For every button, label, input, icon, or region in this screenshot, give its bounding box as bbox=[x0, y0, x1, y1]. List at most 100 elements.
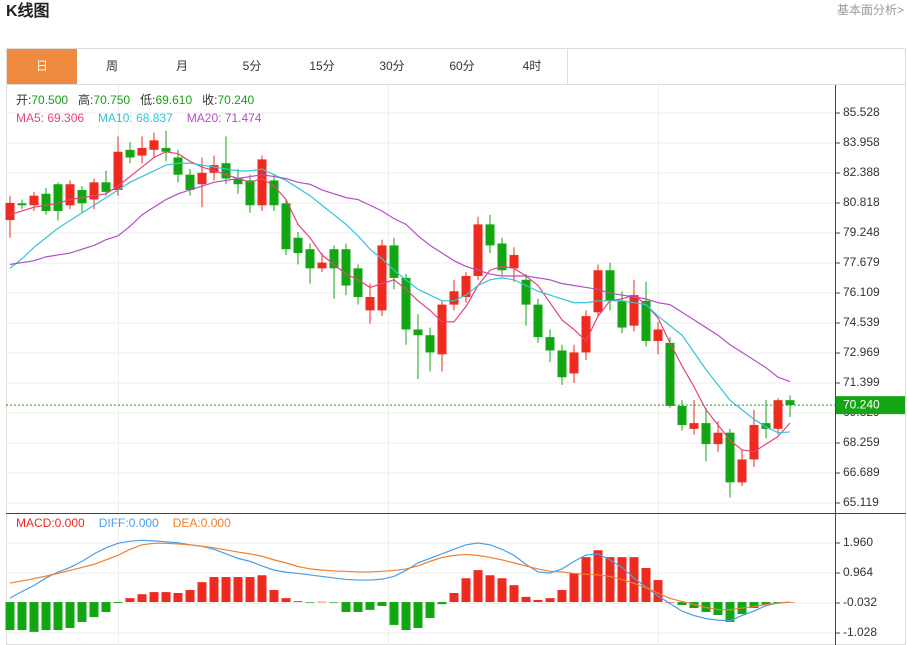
y-tick-label: 82.388 bbox=[843, 165, 880, 179]
macd-bar bbox=[533, 599, 543, 603]
candle-body bbox=[377, 245, 387, 311]
tab[interactable]: 月 bbox=[176, 59, 188, 73]
candle-body bbox=[413, 329, 423, 336]
candle-body bbox=[149, 140, 159, 150]
candle-body bbox=[101, 182, 111, 192]
candle-body bbox=[485, 224, 495, 246]
tab-bg bbox=[497, 49, 567, 84]
tab[interactable]: 周 bbox=[106, 59, 118, 73]
candle-body bbox=[665, 342, 675, 406]
candle-body bbox=[137, 147, 147, 156]
last-price-tag bbox=[836, 396, 905, 415]
analysis-link[interactable]: 基本面分析> bbox=[837, 3, 904, 17]
candle-body bbox=[557, 350, 567, 378]
candle-body bbox=[437, 304, 447, 355]
macd-bar bbox=[5, 602, 15, 631]
candle-body bbox=[77, 189, 87, 204]
candle-body bbox=[17, 203, 27, 206]
macd-bar bbox=[497, 578, 507, 603]
macd-bar bbox=[173, 593, 183, 603]
tab[interactable]: 15分 bbox=[309, 59, 334, 73]
candle-body bbox=[593, 270, 603, 313]
candle-body bbox=[161, 147, 171, 152]
macd-bar bbox=[41, 602, 51, 631]
info-label: 高: bbox=[78, 92, 93, 107]
candle-body bbox=[605, 270, 615, 301]
macd-bar bbox=[665, 602, 675, 603]
last-price-label: 70.240 bbox=[843, 397, 880, 411]
candle-body bbox=[497, 243, 507, 271]
macd-bar bbox=[305, 602, 315, 603]
macd-bar bbox=[245, 577, 255, 603]
candle-body bbox=[281, 203, 291, 250]
candle-body bbox=[65, 184, 75, 206]
candle-body bbox=[653, 329, 663, 341]
y-tick-label: 65.119 bbox=[843, 495, 879, 509]
candle-body bbox=[245, 180, 255, 206]
macd-bar bbox=[197, 582, 207, 603]
tab[interactable]: 60分 bbox=[449, 59, 474, 73]
tabs: 日 周 月 5分 15分 30分 60分 4时 bbox=[7, 49, 568, 84]
y-tick-label: -0.032 bbox=[843, 595, 877, 609]
macd-bar bbox=[77, 602, 87, 622]
macd-bar bbox=[761, 602, 771, 606]
tab[interactable]: 日 bbox=[36, 59, 48, 73]
indicator-line bbox=[9, 162, 791, 434]
tab-bg bbox=[287, 49, 357, 84]
y-tick-label: 1.960 bbox=[843, 535, 873, 549]
macd-bar bbox=[377, 602, 387, 606]
macd-bar bbox=[593, 550, 603, 603]
macd-bar bbox=[677, 602, 687, 606]
macd-bar bbox=[389, 602, 399, 625]
indicator-line bbox=[9, 542, 791, 611]
candle-body bbox=[425, 335, 435, 353]
macd-bar bbox=[641, 568, 651, 603]
legend-entry: DIFF:0.000 bbox=[99, 516, 159, 530]
macd-bar bbox=[89, 602, 99, 618]
macd-bar bbox=[581, 557, 591, 603]
macd-bar bbox=[233, 577, 243, 603]
legend-entry: MA20: 71.474 bbox=[187, 111, 262, 125]
info-value: 70.500 bbox=[31, 93, 68, 107]
macd-bar bbox=[209, 577, 219, 603]
candle-body bbox=[449, 291, 459, 305]
candle-body bbox=[785, 400, 795, 406]
macd-bar bbox=[161, 592, 171, 603]
macd-bar bbox=[509, 585, 519, 603]
candle-body bbox=[533, 304, 543, 338]
candle-body bbox=[629, 295, 639, 326]
candle-body bbox=[569, 352, 579, 374]
candle-body bbox=[53, 184, 63, 211]
indicator-line bbox=[9, 174, 791, 383]
macd-bar bbox=[149, 592, 159, 603]
tab-bg bbox=[77, 49, 147, 84]
tab-bg bbox=[427, 49, 497, 84]
macd-bar bbox=[137, 594, 147, 603]
y-tick-label: -1.028 bbox=[843, 625, 877, 639]
macd-bar bbox=[401, 602, 411, 631]
y-tick-label: 80.818 bbox=[843, 195, 880, 209]
legend-entry: MA10: 68.837 bbox=[98, 111, 173, 125]
candle-body bbox=[185, 174, 195, 190]
candle-body bbox=[581, 316, 591, 353]
candle-body bbox=[689, 423, 699, 429]
tab[interactable]: 30分 bbox=[379, 59, 404, 73]
candle-body bbox=[509, 254, 519, 269]
tab[interactable]: 5分 bbox=[243, 59, 262, 73]
y-tick-label: 76.109 bbox=[843, 285, 880, 299]
candle-body bbox=[749, 425, 759, 460]
candle-body bbox=[473, 224, 483, 276]
y-tick-label: 83.958 bbox=[843, 135, 880, 149]
macd-bar bbox=[473, 570, 483, 603]
macd-bar bbox=[749, 602, 759, 609]
candle-body bbox=[329, 249, 339, 269]
tab-bg bbox=[7, 49, 77, 84]
y-tick-label: 68.259 bbox=[843, 435, 880, 449]
tab[interactable]: 4时 bbox=[523, 59, 542, 73]
info-label: 开: bbox=[16, 93, 31, 107]
candle-body bbox=[89, 182, 99, 200]
candle-body bbox=[257, 159, 267, 206]
macd-bar bbox=[113, 602, 123, 603]
